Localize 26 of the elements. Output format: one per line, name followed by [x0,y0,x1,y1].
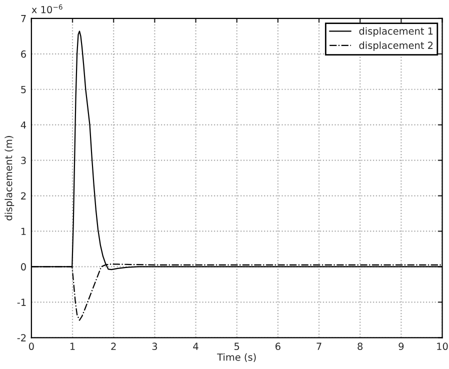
legend-label: displacement 1 [359,27,433,37]
x-tick-label: 0 [28,342,34,350]
y-tick-label: 3 [21,156,26,164]
text: x 10$^{−6}$ [32,4,62,14]
x-tick-label: 2 [111,342,116,350]
y-tick-label: -1 [17,298,26,306]
x-tick-label: 5 [234,342,240,350]
x-tick-label: 8 [358,342,363,350]
y-tick-label: 2 [21,192,26,200]
y-tick-label: 4 [20,121,26,129]
x-tick-label: 9 [398,342,404,350]
x-tick-label: 7 [316,342,322,350]
y-tick-label: 6 [21,50,26,58]
y-tick-label: 0 [21,263,26,271]
x-axis-title: Time (s) [217,353,256,362]
legend-label: displacement 2 [359,41,433,51]
x-tick-label: 10 [437,342,448,350]
y-tick-label: 5 [21,86,26,94]
y-tick-label: -2 [17,334,26,342]
y-axis-title: displacement (m) [4,136,14,220]
x-tick-label: 4 [193,342,198,350]
y-tick-label: 7 [21,15,26,22]
x-tick-label: 1 [70,342,75,350]
y-tick-label: 1 [21,228,26,235]
x-tick-label: 3 [152,342,157,350]
x-tick-label: 6 [276,342,280,350]
